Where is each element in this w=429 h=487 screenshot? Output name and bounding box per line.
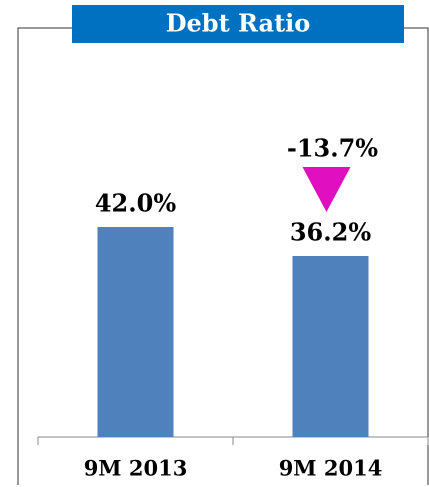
title-box bbox=[72, 5, 404, 43]
value-label: 36.2% bbox=[290, 218, 371, 247]
value-label: 42.0% bbox=[95, 189, 176, 218]
annotation: -13.7% bbox=[287, 134, 378, 163]
x-tick-label: 9M 2014 bbox=[279, 456, 383, 481]
change-arrow bbox=[302, 167, 351, 212]
bar bbox=[97, 227, 174, 437]
frame-right bbox=[404, 27, 429, 485]
x-tick-label: 9M 2013 bbox=[84, 456, 188, 481]
frame-left bbox=[17, 27, 72, 485]
bar bbox=[292, 256, 369, 437]
chart-title: Debt Ratio bbox=[166, 9, 311, 38]
